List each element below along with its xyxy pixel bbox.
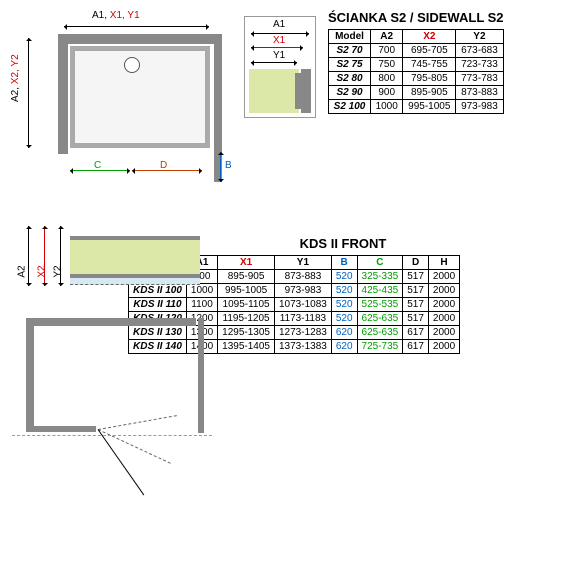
detail-a1: A1 [273,19,285,30]
swing-diagram [12,310,212,460]
label-a2-detail: A2 [17,265,28,277]
col-y2: Y2 [456,30,503,44]
fcol-y1: Y1 [275,256,332,270]
label-x2y2: X2, Y2 [10,54,21,84]
label-a2: A2 [10,90,21,102]
table-row: S2 80800795-805773-783 [329,72,504,86]
label-x2-detail: X2 [37,265,48,277]
table-row: S2 75750745-755723-733 [329,58,504,72]
label-d: D [160,160,167,171]
table-row: S2 1001000995-1005973-983 [329,100,504,114]
label-x1y1: X1, Y1 [110,10,140,21]
label-c: C [94,160,101,171]
drain-icon [124,57,140,73]
side-detail-diagram: A2 X2 Y2 [28,226,208,296]
col-a2: A2 [371,30,403,44]
label-b: B [225,160,232,171]
top-view-diagram: A1, X1, Y1 A2, X2, Y2 C [12,12,232,212]
label-y2-detail: Y2 [53,265,64,277]
table-row: S2 70700695-705673-683 [329,44,504,58]
detail-x1: X1 [273,35,285,46]
detail-y1: Y1 [273,50,285,61]
col-x2: X2 [403,30,456,44]
sidewall-title: ŚCIANKA S2 / SIDEWALL S2 [328,10,504,25]
table-row: S2 90900895-905873-883 [329,86,504,100]
sidewall-table: Model A2 X2 Y2 S2 70700695-705673-683S2 … [328,29,504,114]
col-model: Model [329,30,371,44]
corner-detail-diagram: A1 X1 Y1 [244,16,316,118]
label-a1: A1 [92,10,104,21]
